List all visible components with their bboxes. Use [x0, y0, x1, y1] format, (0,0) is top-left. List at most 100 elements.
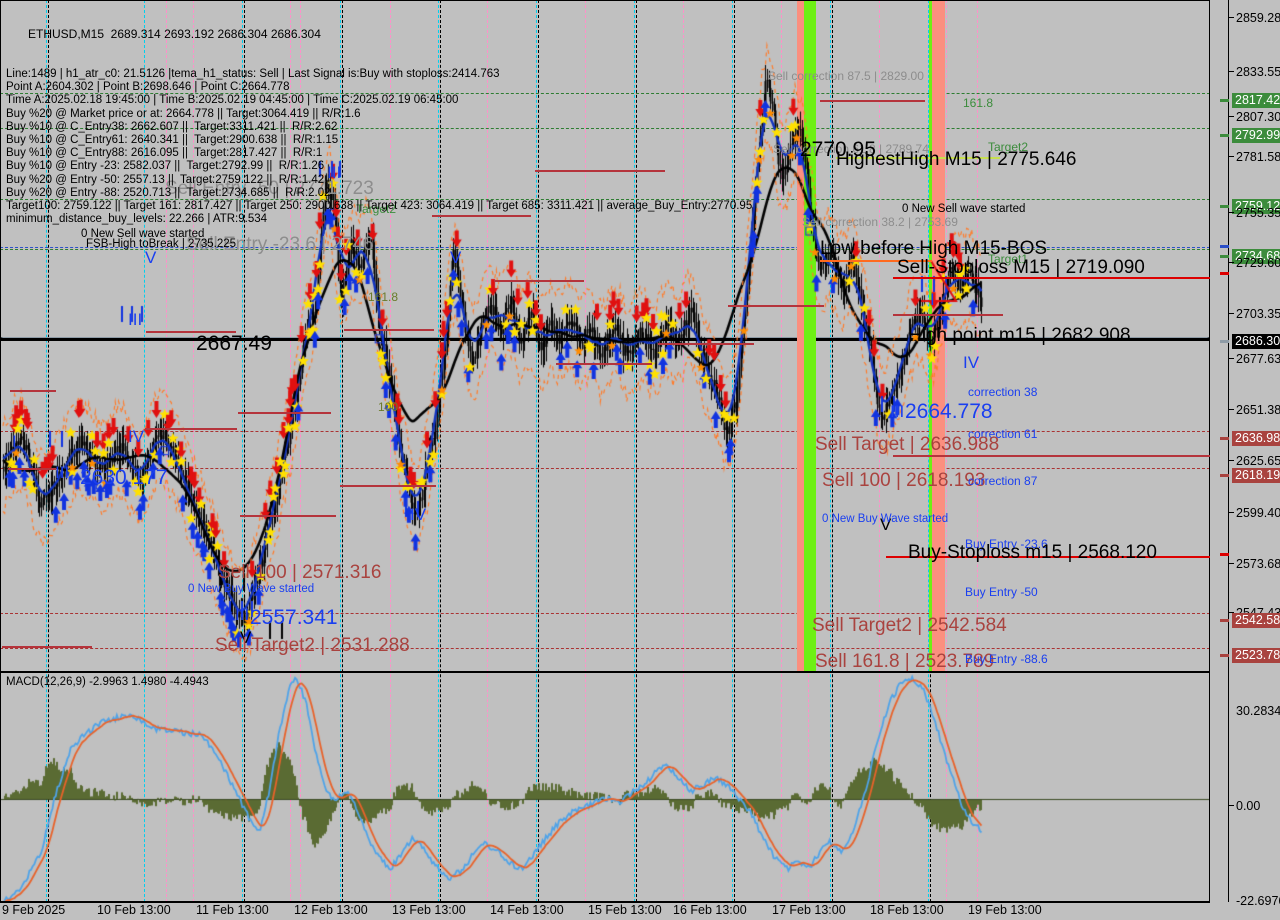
level-line [240, 515, 336, 517]
symbol-title: ETHUSD,M15 2689.314 2693.192 2686.304 26… [28, 27, 321, 42]
level-line [146, 331, 236, 333]
scale-tick [1228, 358, 1234, 359]
level-line [820, 100, 925, 102]
wave-label: IV [963, 353, 980, 372]
wave-label: III [128, 310, 143, 329]
macd-scale-label: 0.00 [1236, 799, 1261, 813]
macd-scale-label: -22.6976 [1236, 894, 1280, 908]
price-label: 2651.380 [1236, 403, 1280, 417]
macd-indicator-canvas[interactable] [1, 673, 1209, 901]
info-row: Line:1489 | h1_atr_c0: 21.5126 |tema_h1_… [6, 68, 500, 81]
level-line [432, 215, 531, 217]
time-axis-separator [0, 902, 1210, 903]
price-level-badge[interactable]: 2523.789 [1232, 648, 1280, 663]
scale-tick [1228, 512, 1234, 513]
macd-scale-label: 30.2834 [1236, 704, 1280, 718]
time-label: 10 Feb 13:00 [97, 903, 171, 917]
price-level-badge[interactable]: 2817.427 [1232, 93, 1280, 108]
price-label: 2677.630 [1236, 352, 1280, 366]
macd-scale-tick [1228, 805, 1234, 806]
price-level-badge[interactable]: 2792.990 [1232, 128, 1280, 143]
wave-label: I [930, 290, 935, 309]
time-label: 15 Feb 13:00 [588, 903, 662, 917]
price-scale[interactable]: 2859.280 2833.555 2817.427 2807.305 2792.990… [1210, 0, 1280, 920]
info-row: Buy %10 @ Entry -23: 2582.037 || Target:… [6, 160, 325, 173]
info-row: Buy %10 @ C_Entry88: 2616.095 || Target:… [6, 147, 323, 160]
scale-tick [1228, 313, 1234, 314]
price-candlestick-canvas[interactable] [1, 1, 1209, 671]
level-line [2, 646, 92, 648]
info-row: Buy %20 @ Entry -50: 2557.13 || Target:2… [6, 173, 325, 186]
scale-tick [1228, 612, 1234, 613]
wave-label: III [55, 463, 70, 482]
price-label: 2573.680 [1236, 557, 1280, 571]
wave-label: IV [128, 427, 145, 446]
price-label: 2625.655 [1236, 454, 1280, 468]
price-label: 2755.356 [1236, 206, 1280, 220]
level-line [658, 343, 754, 345]
scale-marker [1220, 99, 1229, 102]
time-axis[interactable]: 9 Feb 2025 10 Feb 13:00 11 Feb 13:00 12 Feb… [0, 902, 1280, 920]
level-line [340, 485, 436, 487]
time-label: 9 Feb 2025 [2, 903, 66, 917]
scale-tick [1228, 116, 1234, 117]
wave-label: V [145, 248, 157, 267]
time-label: 12 Feb 13:00 [294, 903, 368, 917]
scale-marker [1220, 134, 1229, 137]
indicator-info-panel: ETHUSD,M15 2689.314 2693.192 2686.304 26… [6, 2, 752, 253]
price-level-badge[interactable]: 2759.122 [1232, 199, 1280, 214]
wave-label: V [880, 515, 892, 534]
level-line [893, 314, 1003, 316]
info-row: Buy %10 @ C_Entry61: 2640.341 || Target:… [6, 134, 339, 147]
wave-label: V [240, 628, 252, 647]
price-label: 2703.355 [1236, 307, 1280, 321]
scale-tick [1228, 262, 1234, 263]
info-row: Buy %10 @ C_Entry38: 2662.607 || Target:… [6, 120, 338, 133]
price-label: 2729.605 [1236, 256, 1280, 270]
scale-tick [1228, 563, 1234, 564]
time-label: 19 Feb 13:00 [968, 903, 1042, 917]
price-label: 2833.555 [1236, 65, 1280, 79]
scale-marker [1220, 340, 1229, 343]
wave-label: IV [410, 505, 427, 524]
time-label: 11 Feb 13:00 [196, 903, 269, 917]
level-line [8, 468, 56, 470]
level-line [344, 329, 434, 331]
level-line [893, 455, 1210, 457]
level-line [494, 280, 584, 282]
price-level-badge[interactable]: 2734.685 [1232, 249, 1280, 264]
scale-marker [1220, 474, 1229, 477]
scale-marker [1220, 654, 1229, 657]
info-row: Time A:2025.02.18 19:45:00 | Time B:2025… [6, 94, 459, 107]
info-row: Target100: 2759.122 || Target 161: 2817.… [6, 200, 753, 213]
price-level-badge[interactable]: 2636.988 [1232, 431, 1280, 446]
scale-axis-line [1228, 0, 1229, 902]
price-level-badge[interactable]: 2618.193 [1232, 468, 1280, 483]
scale-tick [1228, 212, 1234, 213]
level-line [10, 390, 56, 392]
info-row: Buy %20 @ Entry -88: 2520.713 || Target:… [6, 186, 331, 199]
time-label: 16 Feb 13:00 [673, 903, 747, 917]
scale-tick [1228, 156, 1234, 157]
time-label: 18 Feb 13:00 [870, 903, 944, 917]
time-label: 13 Feb 13:00 [392, 903, 466, 917]
price-label: 2781.580 [1236, 150, 1280, 164]
time-label: 14 Feb 13:00 [490, 903, 564, 917]
info-row: minimum_distance_buy_levels: 22.266 | AT… [6, 213, 268, 226]
price-level-badge[interactable]: 2542.584 [1232, 613, 1280, 628]
price-label: 2859.280 [1236, 11, 1280, 25]
level-line [238, 412, 331, 414]
level-line [556, 363, 652, 365]
wave-label: V [450, 248, 462, 267]
scale-tick [1228, 409, 1234, 410]
level-line [145, 428, 237, 430]
scale-marker [1220, 553, 1229, 556]
scale-marker [1220, 245, 1229, 248]
level-line [893, 277, 1210, 279]
level-line [728, 305, 824, 307]
wave-label: I [12, 432, 17, 451]
wave-label: III [327, 163, 342, 182]
wave-label: III [235, 605, 250, 624]
price-level-badge[interactable]: 2686.304 [1232, 334, 1280, 349]
